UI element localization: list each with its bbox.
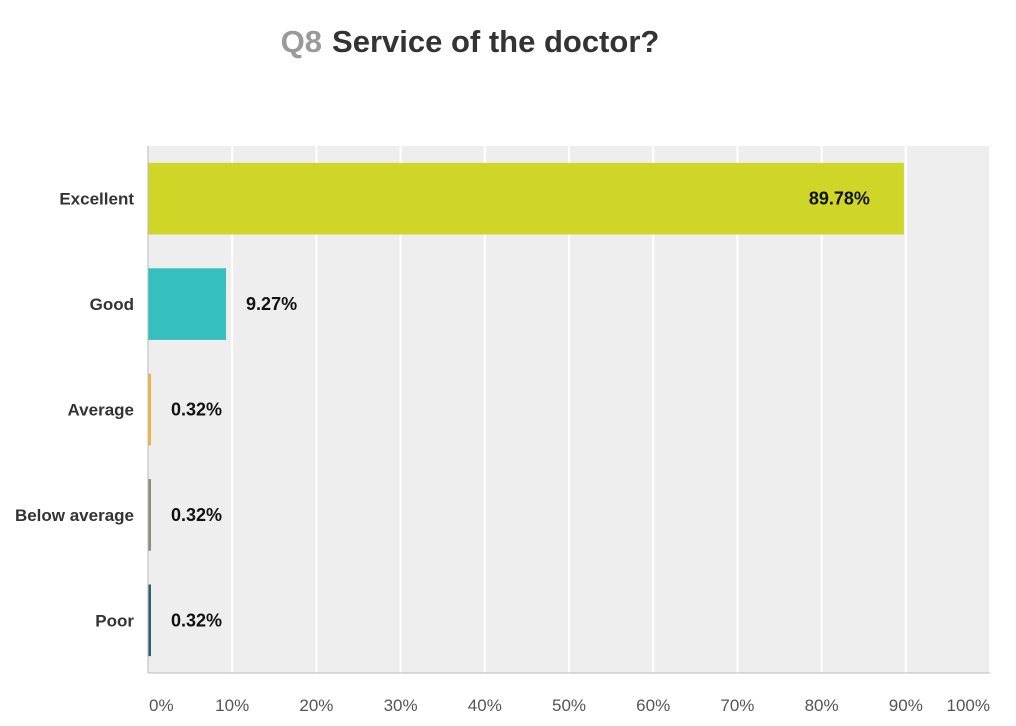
value-label: 0.32% [171,610,222,630]
x-tick-label: 0% [149,696,174,715]
value-label: 0.32% [171,400,222,420]
question-text: Service of the doctor? [332,24,660,59]
value-label: 0.32% [171,505,222,525]
x-tick-label: 40% [468,696,502,715]
bar-good [148,268,227,340]
bar-poor [148,584,151,657]
bar-below-average [148,479,151,551]
category-label: Good [90,295,134,314]
x-tick-label: 100% [947,696,990,715]
bar-average [148,373,151,446]
bars [148,162,904,657]
category-label: Below average [15,506,134,525]
x-tick-label: 70% [720,696,754,715]
question-number: Q8 [280,24,323,59]
value-label: 89.78% [809,189,870,209]
category-labels: Excellent Good Average Below average Poor [15,190,134,631]
category-label: Excellent [59,190,134,209]
x-tick-label: 80% [805,696,839,715]
x-tick-labels: 0% 10% 20% 30% 40% 50% 60% 70% 80% 90% 100% [149,696,990,715]
category-label: Poor [95,611,134,630]
x-tick-label: 50% [552,696,586,715]
x-tick-label: 60% [636,696,670,715]
chart-title: Q8 Service of the doctor? [0,24,940,60]
value-label: 9.27% [246,294,297,314]
category-label: Average [68,401,134,420]
x-tick-label: 20% [299,696,333,715]
x-tick-label: 10% [215,696,249,715]
x-tick-label: 30% [384,696,418,715]
value-labels: 89.78% 9.27% 0.32% 0.32% 0.32% [171,189,870,631]
bar-excellent [148,162,904,235]
x-tick-label: 90% [889,696,923,715]
